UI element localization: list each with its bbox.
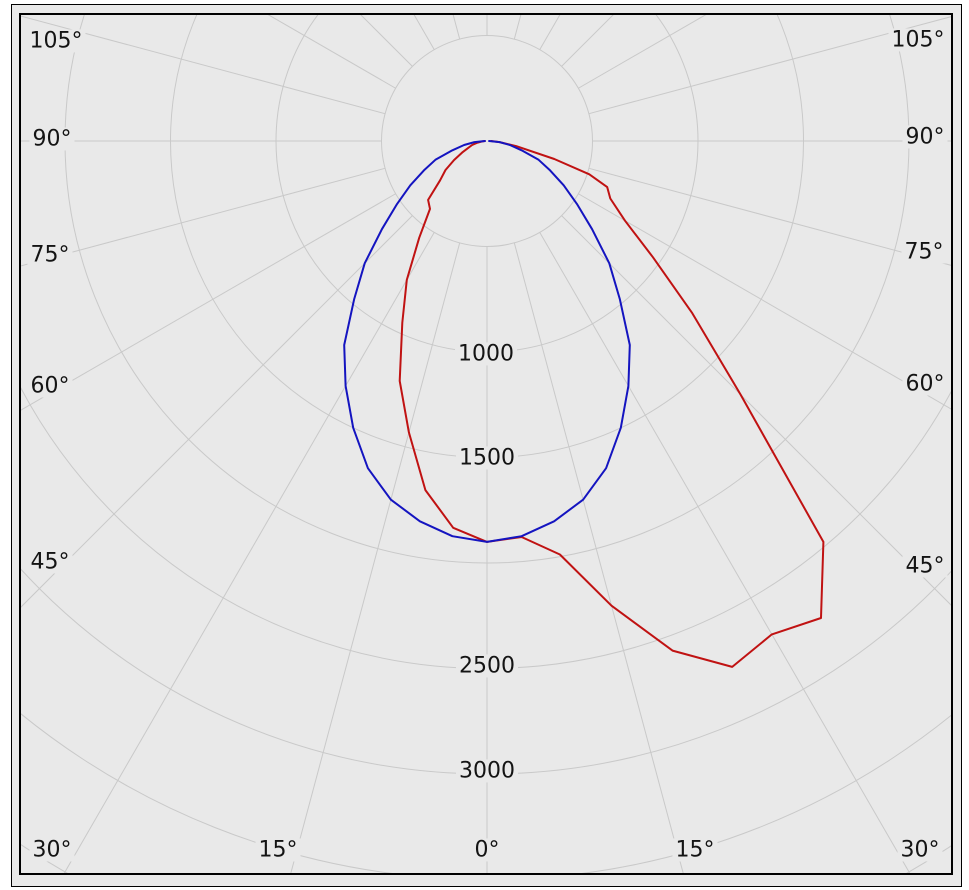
angular-gridline-165	[513, 15, 522, 40]
angle-label-right-6: 90°	[902, 125, 948, 149]
angle-label-bottom-10: 30°	[29, 838, 75, 862]
polar-chart-canvas	[21, 15, 951, 873]
angle-label-left-4: 45°	[27, 550, 73, 574]
angle-label-right-9: 45°	[902, 554, 948, 578]
angular-gridline-300	[21, 193, 396, 411]
angle-label-bottom-14: 30°	[897, 838, 943, 862]
angle-label-left-3: 60°	[27, 374, 73, 398]
angular-gridline-330	[63, 232, 435, 873]
radial-label-3000: 3000	[456, 759, 518, 783]
radial-label-1000: 1000	[455, 342, 517, 366]
angle-label-right-7: 75°	[901, 240, 947, 264]
angular-gridline-30	[539, 232, 911, 873]
angle-label-bottom-13: 15°	[672, 838, 718, 862]
angular-gridline-195	[452, 15, 461, 40]
radial-gridline-3500	[21, 712, 951, 873]
angle-label-left-0: 105°	[26, 29, 86, 53]
radial-gridline-4000	[21, 843, 951, 873]
angle-label-left-1: 90°	[29, 127, 75, 151]
angular-gridline-285	[21, 167, 386, 267]
angular-gridline-15	[513, 242, 684, 873]
angle-label-right-8: 60°	[902, 372, 948, 396]
angular-gridline-345	[290, 242, 461, 873]
angular-gridline-105	[588, 16, 951, 115]
polar-plot-frame	[19, 13, 953, 875]
radial-label-1500: 1500	[456, 446, 518, 470]
angular-gridline-45	[561, 215, 951, 606]
blue-plane-curve	[343, 140, 631, 543]
angle-label-bottom-11: 15°	[255, 838, 301, 862]
angular-gridline-75	[588, 167, 951, 266]
angular-gridline-255	[21, 15, 386, 115]
radial-gridline-500	[381, 35, 593, 247]
angular-gridline-315	[21, 215, 413, 608]
angular-gridline-60	[578, 193, 951, 410]
angle-label-right-5: 105°	[888, 28, 948, 52]
angle-label-bottom-12: 0°	[471, 838, 503, 862]
angle-label-left-2: 75°	[27, 243, 73, 267]
radial-label-2500: 2500	[456, 654, 518, 678]
red-plane-curve	[398, 140, 825, 668]
